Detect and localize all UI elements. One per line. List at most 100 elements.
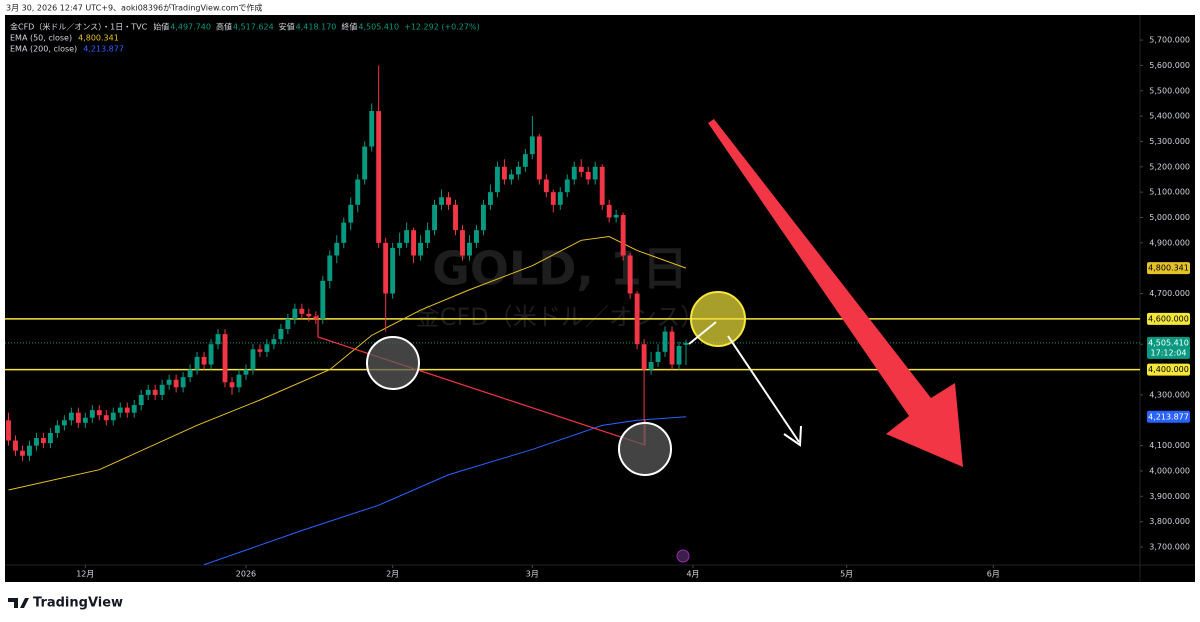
candle-body (585, 171, 591, 180)
x-tick-label: 4月 (686, 570, 699, 579)
candle-body (215, 334, 221, 345)
candle-body (131, 405, 137, 413)
candle-body (571, 166, 577, 180)
candle-body (543, 179, 549, 193)
candle-body (369, 111, 375, 147)
candle-body (453, 204, 458, 231)
candle-body (390, 247, 396, 294)
arrow-head (783, 425, 802, 447)
candle-body (229, 382, 235, 388)
chart-panel (5, 15, 1195, 582)
candle-body (75, 412, 81, 423)
candle-body (20, 450, 25, 456)
symbol: 金CFD（米ドル／オンス）・1日・TVC (10, 22, 148, 32)
ohlc-label: 高値 (216, 22, 232, 32)
candle-body (578, 166, 584, 172)
y-tick-label: 3,900.000 (1149, 492, 1190, 501)
y-tick-label: 5,700.000 (1149, 36, 1190, 45)
y-tick-label: 5,400.000 (1149, 112, 1190, 121)
candle-body (103, 415, 109, 421)
candle-body (432, 204, 437, 231)
price-tag-label: 4,800.341 (1148, 264, 1189, 273)
logo: TradingView (8, 596, 123, 611)
candle-body (418, 242, 424, 256)
y-tick-label: 4,300.000 (1149, 390, 1190, 399)
plot: 5,700.000 5,600.000 5,500.000 5,400.000 5,30… (5, 36, 1190, 579)
price-tag (1147, 336, 1190, 359)
candle-body (425, 230, 431, 243)
candle-body (557, 192, 563, 205)
ohlc-label: 終値 (341, 22, 357, 32)
candle-body (494, 166, 500, 193)
candle-body (362, 146, 368, 180)
candle-body (613, 214, 619, 218)
x-tick-label: 12月 (76, 570, 94, 579)
y-tick-label: 4,000.000 (1149, 466, 1190, 475)
candle-body (522, 154, 528, 167)
candle-body (173, 379, 179, 388)
ohlc-value: 4,497.740 (170, 23, 211, 32)
x-tick-label: 5月 (840, 570, 853, 579)
candle-body (201, 356, 207, 365)
candle-body (648, 361, 654, 370)
y-tick-label: 3,800.000 (1149, 517, 1190, 526)
candle-body (669, 331, 675, 365)
legend: EMA (200, close) 4,213.877 EMA (50, close)… (10, 22, 480, 54)
candle-body (634, 293, 640, 345)
candle-body (89, 410, 95, 418)
candle-body (404, 230, 410, 243)
candle-body (481, 204, 486, 231)
x-tick-label: 6月 (987, 570, 1000, 579)
candle-body (620, 214, 626, 256)
price-tag (1147, 363, 1190, 376)
candle-body (264, 344, 270, 352)
candle-body (592, 166, 598, 180)
candle-body (166, 379, 172, 385)
price-tag (1147, 410, 1190, 423)
circle-marker (618, 422, 672, 476)
candle-body (271, 339, 277, 345)
candle-body (138, 394, 144, 406)
circle-marker (366, 336, 420, 390)
ohlc-label: 始値 (153, 22, 169, 32)
candle-body (348, 204, 354, 223)
candle-body (68, 412, 74, 421)
price-tag (1147, 312, 1190, 325)
candle-body (208, 344, 214, 365)
candle-body (487, 192, 493, 205)
candle-body (446, 197, 451, 205)
candle-body (467, 242, 472, 256)
legend-label: EMA (50, close) (10, 34, 72, 43)
logo-mark (8, 598, 29, 608)
candle-body (194, 356, 200, 370)
watermark: GOLD, 1日 (432, 242, 688, 296)
price-tag-label: 4,213.877 (1148, 412, 1189, 421)
y-tick-label: 3,700.000 (1149, 543, 1190, 552)
candle-body (306, 313, 312, 317)
candle-body (257, 349, 263, 352)
ema-line (203, 416, 687, 566)
candle-body (13, 440, 18, 451)
price-tag-label: 4,600.000 (1148, 314, 1189, 323)
change: +12.292 (+0.27%) (404, 23, 480, 32)
footer-brand: TradingView (33, 596, 123, 611)
y-tick-label: 4,700.000 (1149, 289, 1190, 298)
candle-body (501, 166, 507, 180)
price-tag (1147, 262, 1190, 275)
candle-body (376, 111, 382, 243)
candle-body (27, 445, 32, 456)
header: 3月 30, 2026 12:47 UTC+9、aoki08396がTradin… (6, 3, 262, 13)
ohlc-value: 4,505.410 (358, 23, 399, 32)
candle-body (40, 438, 46, 444)
watermark: 金CFD（米ドル／オンス） (416, 303, 705, 331)
y-tick-label: 5,200.000 (1149, 162, 1190, 171)
candle-body (662, 331, 668, 352)
candle-body (187, 369, 193, 378)
candle-body (292, 308, 298, 319)
arrow (727, 335, 800, 443)
candle-body (250, 349, 256, 370)
candle-body (564, 179, 570, 193)
candle-body (299, 308, 305, 314)
legend-label: EMA (200, close) (10, 45, 77, 54)
